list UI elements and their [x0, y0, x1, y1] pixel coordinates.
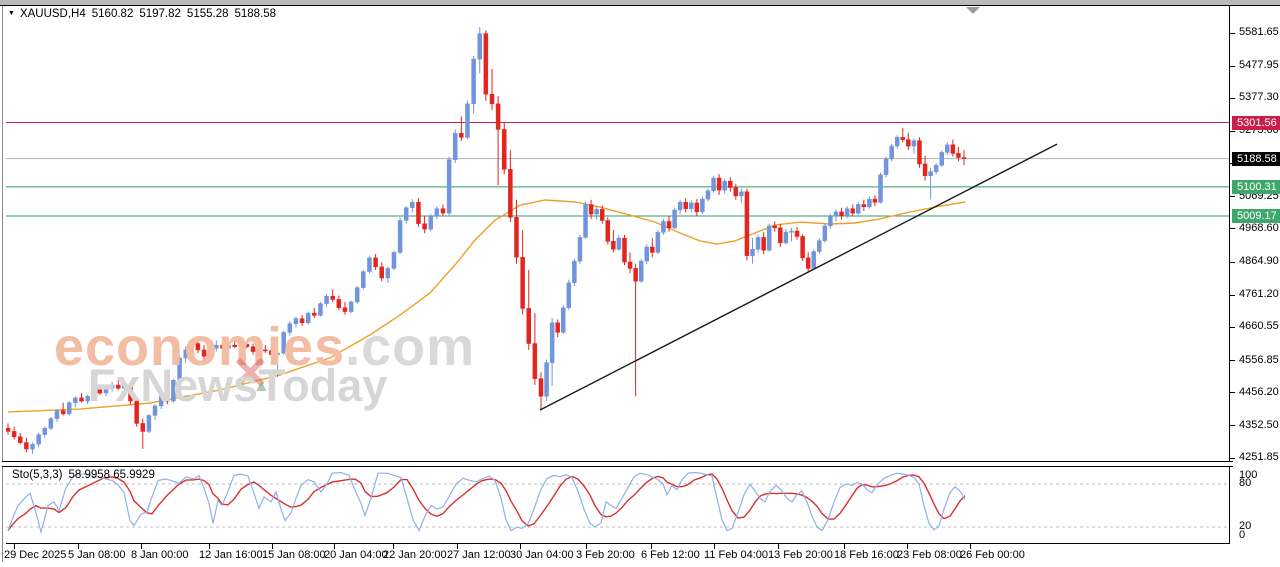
- time-axis[interactable]: 29 Dec 2025 5 Jan 08:00 8 Jan 00:00 12 Jan …: [0, 544, 1233, 567]
- time-tick-label: 30 Jan 04:00: [510, 549, 574, 561]
- price-tick-mark: [1230, 326, 1235, 328]
- open-value: 5160.82: [91, 8, 134, 20]
- main-chart[interactable]: [6, 6, 1230, 461]
- time-tick-mark: [907, 544, 908, 549]
- time-tick-mark: [586, 544, 587, 549]
- panel-separator[interactable]: [2, 461, 1233, 467]
- time-tick-label: 6 Feb 12:00: [641, 549, 700, 561]
- time-tick-mark: [334, 544, 335, 549]
- price-tick-label: 4968.60: [1239, 221, 1279, 234]
- price-tick-label: 4456.20: [1239, 385, 1279, 398]
- time-tick-label: 20 Jan 04:00: [324, 549, 388, 561]
- price-tick-label: 4251.85: [1239, 451, 1279, 463]
- price-tick-mark: [1230, 457, 1235, 459]
- time-tick-mark: [970, 544, 971, 549]
- price-tick-mark: [1230, 32, 1235, 34]
- ascending-trendline: [539, 143, 1058, 411]
- low-value: 5155.28: [186, 8, 229, 20]
- time-tick-mark: [78, 544, 79, 549]
- time-tick-label: 5 Jan 08:00: [68, 549, 126, 561]
- stochastic-label: Sto(5,3,3) 58.9958 65.9929: [12, 469, 161, 481]
- time-tick-label: 23 Feb 08:00: [897, 549, 962, 561]
- time-tick-mark: [141, 544, 142, 549]
- price-tick-mark: [1230, 228, 1235, 230]
- price-tick-label: 4864.90: [1239, 255, 1279, 268]
- chart-shift-marker-icon: [966, 7, 980, 14]
- time-tick-label: 22 Jan 20:00: [383, 549, 447, 561]
- stochastic-panel[interactable]: [6, 467, 1230, 544]
- time-tick-label: 8 Jan 00:00: [131, 549, 189, 561]
- stochastic-values: 58.9958 65.9929: [68, 469, 155, 481]
- price-tick-mark: [1230, 65, 1235, 67]
- price-tick-label: 4761.20: [1239, 288, 1279, 301]
- time-tick-label: 27 Jan 12:00: [447, 549, 511, 561]
- time-tick-mark: [651, 544, 652, 549]
- time-tick-mark: [209, 544, 210, 549]
- price-tick-mark: [1230, 392, 1235, 394]
- time-tick-label: 15 Jan 08:00: [262, 549, 326, 561]
- time-tick-label: 3 Feb 20:00: [576, 549, 635, 561]
- time-tick-mark: [393, 544, 394, 549]
- price-tick-mark: [1230, 294, 1235, 296]
- time-tick-mark: [457, 544, 458, 549]
- close-value: 5188.58: [234, 8, 277, 20]
- price-tick-label: 5581.65: [1239, 26, 1279, 38]
- price-tick-mark: [1230, 425, 1235, 427]
- price-axis[interactable]: 5581.655477.955377.305273.605172.955069.…: [1230, 0, 1280, 567]
- symbol-dropdown-icon[interactable]: ▼: [8, 10, 15, 17]
- stochastic-name: Sto(5,3,3): [12, 469, 63, 481]
- candlestick-series: [6, 27, 967, 454]
- high-value: 5197.82: [139, 8, 181, 20]
- time-tick-label: 18 Feb 16:00: [834, 549, 899, 561]
- sto-scale-label: 0: [1239, 529, 1246, 541]
- moving-average-line: [7, 199, 966, 413]
- price-tick-label: 5477.95: [1239, 59, 1279, 72]
- sto-main-line: [7, 471, 966, 535]
- price-tick-mark: [1230, 196, 1235, 198]
- sto-scale-label: 80: [1239, 476, 1252, 489]
- time-tick-label: 13 Feb 20:00: [768, 549, 833, 561]
- time-tick-mark: [778, 544, 779, 549]
- sto-scale-label: 100: [1239, 469, 1258, 481]
- price-level-badge: 5100.31: [1232, 179, 1280, 194]
- price-tick-label: 4352.50: [1239, 418, 1279, 431]
- window-top-border: [0, 0, 1280, 6]
- price-tick-label: 4556.85: [1239, 353, 1279, 366]
- price-tick-mark: [1230, 130, 1235, 132]
- time-tick-label: 26 Feb 00:00: [960, 549, 1025, 561]
- symbol-info: ▼ XAUUSD,H4 5160.82 5197.82 5155.28 5188.58: [8, 8, 282, 20]
- price-tick-mark: [1230, 360, 1235, 362]
- time-tick-mark: [14, 544, 15, 549]
- price-tick-mark: [1230, 97, 1235, 99]
- time-tick-label: 11 Feb 04:00: [704, 549, 769, 561]
- price-level-badge: 5009.17: [1232, 208, 1280, 223]
- time-tick-label: 29 Dec 2025: [4, 549, 67, 561]
- price-tick-label: 5377.30: [1239, 91, 1279, 104]
- time-tick-mark: [520, 544, 521, 549]
- window-left-border: [2, 6, 3, 562]
- price-tick-label: 4660.55: [1239, 320, 1279, 333]
- price-level-badge: 5301.56: [1232, 115, 1280, 130]
- sto-signal-line: [7, 473, 966, 532]
- time-tick-mark: [844, 544, 845, 549]
- time-tick-label: 12 Jan 16:00: [199, 549, 263, 561]
- time-tick-mark: [714, 544, 715, 549]
- price-tick-mark: [1230, 261, 1235, 263]
- symbol-name: XAUUSD,H4: [19, 8, 86, 20]
- price-level-badge: 5188.58: [1232, 151, 1280, 166]
- sto-scale-label: 20: [1239, 519, 1252, 532]
- time-tick-mark: [272, 544, 273, 549]
